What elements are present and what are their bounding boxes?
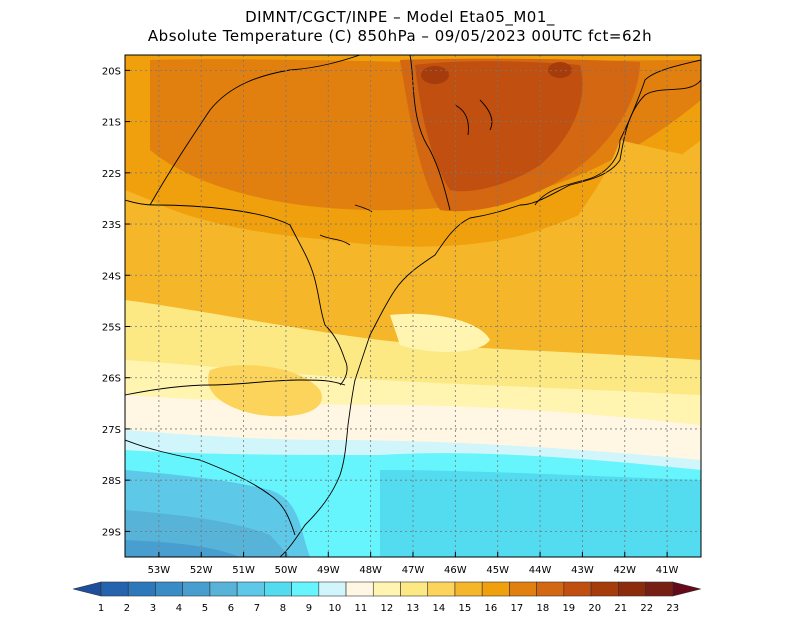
graticule	[125, 55, 701, 557]
lon-label: 53W	[148, 565, 171, 576]
lon-label: 43W	[571, 565, 594, 576]
colorbar-label: 19	[562, 603, 575, 614]
colorbar-swatch	[100, 581, 129, 597]
map-title-line2: Absolute Temperature (C) 850hPa – 09/05/…	[147, 27, 653, 45]
colorbar-label: 17	[510, 603, 523, 614]
colorbar-swatch	[236, 581, 265, 597]
lat-label: 24S	[102, 271, 121, 282]
colorbar-swatch	[536, 581, 565, 597]
colorbar-swatch	[509, 581, 537, 597]
lon-label: 49W	[317, 565, 340, 576]
map-title-line1: DIMNT/CGCT/INPE – Model Eta05_M01_	[245, 8, 555, 26]
lat-label: 22S	[102, 169, 121, 180]
colorbar-label: 23	[666, 603, 679, 614]
colorbar-swatch	[209, 581, 238, 597]
colorbar-swatch	[264, 581, 292, 597]
lon-label: 51W	[232, 565, 255, 576]
lat-label: 20S	[102, 66, 121, 77]
colorbar-swatch	[618, 581, 646, 597]
lon-label: 41W	[656, 565, 679, 576]
lat-label: 29S	[102, 527, 121, 538]
colorbar-label: 2	[124, 603, 130, 614]
lon-label: 50W	[275, 565, 298, 576]
colorbar-label: 3	[150, 603, 156, 614]
colorbar-label: 22	[640, 603, 653, 614]
lat-label: 27S	[102, 425, 121, 436]
colorbar-label: 20	[588, 603, 601, 614]
colorbar-label: 13	[407, 603, 420, 614]
colorbar-label: 16	[484, 603, 497, 614]
colorbar-swatch	[563, 581, 592, 597]
colorbar-swatch	[182, 581, 211, 597]
colorbar-arrow-high	[672, 581, 701, 597]
lon-label: 42W	[613, 565, 636, 576]
colorbar-swatch	[454, 581, 483, 597]
longitude-labels: 53W 52W 51W 50W 49W 48W 47W 46W 45W 44W 43W 42W 41W	[148, 552, 679, 576]
colorbar-swatch	[645, 581, 674, 597]
colorbar-label: 8	[280, 603, 286, 614]
lat-label: 21S	[102, 118, 121, 129]
lat-label: 25S	[102, 322, 121, 333]
colorbar-swatch	[318, 581, 347, 597]
lat-label: 26S	[102, 374, 121, 385]
colorbar-swatch	[427, 581, 456, 597]
colorbar-swatch	[481, 581, 510, 597]
colorbar-label: 21	[614, 603, 627, 614]
colorbar	[72, 581, 701, 597]
colorbar-swatch	[127, 581, 156, 597]
colorbar-arrow-low	[72, 581, 102, 597]
coastline-borders	[125, 55, 701, 557]
lon-label: 46W	[444, 565, 467, 576]
colorbar-label: 18	[536, 603, 549, 614]
colorbar-label: 7	[254, 603, 260, 614]
lon-label: 48W	[359, 565, 382, 576]
colorbar-swatch	[155, 581, 183, 597]
lon-label: 52W	[190, 565, 213, 576]
colorbar-swatch	[400, 581, 429, 597]
colorbar-label: 4	[176, 603, 182, 614]
lon-label: 44W	[529, 565, 552, 576]
lat-label: 23S	[102, 220, 121, 231]
colorbar-labels: 1 2 3 4 5 6 7 8 9 10 11 12 13 14 15 16 17 18 19 20 21 22 23	[98, 603, 679, 614]
colorbar-label: 15	[458, 603, 471, 614]
colorbar-label: 12	[381, 603, 394, 614]
colorbar-label: 5	[202, 603, 208, 614]
colorbar-label: 1	[98, 603, 104, 614]
colorbar-label: 11	[355, 603, 368, 614]
colorbar-label: 6	[228, 603, 234, 614]
lon-label: 45W	[486, 565, 509, 576]
latitude-labels: 20S 21S 22S 23S 24S 25S 26S 27S 28S 29S	[102, 66, 130, 538]
lon-label: 47W	[402, 565, 425, 576]
lat-label: 28S	[102, 476, 121, 487]
colorbar-swatch	[345, 581, 374, 597]
colorbar-swatch	[291, 581, 320, 597]
colorbar-swatch	[590, 581, 619, 597]
colorbar-label: 9	[306, 603, 312, 614]
colorbar-swatch	[372, 581, 401, 597]
colorbar-label: 10	[329, 603, 342, 614]
colorbar-label: 14	[432, 603, 445, 614]
temperature-field	[125, 55, 701, 557]
